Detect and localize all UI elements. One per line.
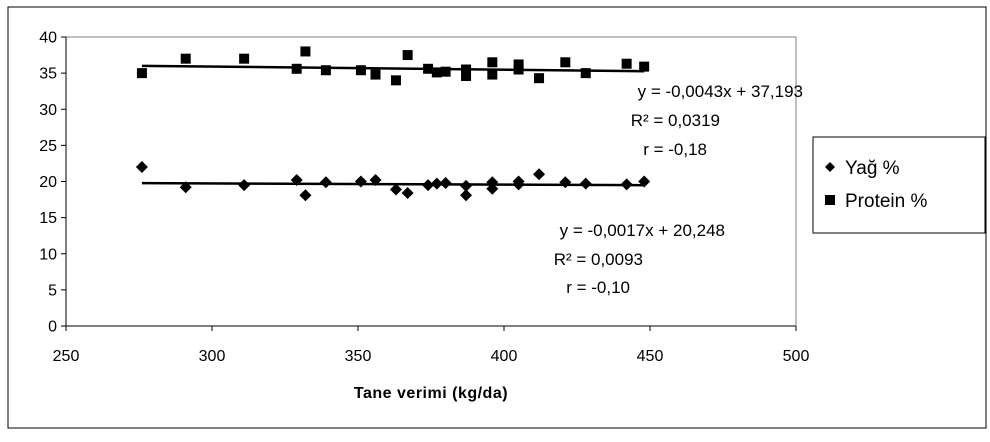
legend-diamond-marker xyxy=(825,162,835,172)
y-tick-label: 20 xyxy=(39,174,57,191)
protein-regression-annotation: y = -0,0043x + 37,193 R² = 0,0319 r = -0… xyxy=(631,82,803,159)
protein-data-point xyxy=(580,68,591,79)
yag-r: r = -0,10 xyxy=(566,278,630,297)
x-tick-label: 400 xyxy=(491,348,518,365)
x-tick-label: 300 xyxy=(199,348,226,365)
y-tick-label: 30 xyxy=(39,102,57,119)
yag-data-point xyxy=(460,189,473,202)
protein-data-point xyxy=(402,50,413,61)
protein-data-point xyxy=(513,64,524,75)
yag-data-point xyxy=(238,179,251,192)
y-tick-label: 35 xyxy=(39,66,57,83)
yag-data-point xyxy=(401,187,414,200)
yag-data-point xyxy=(430,177,443,190)
legend-label-yag: Yağ % xyxy=(845,158,900,179)
y-tick-label: 5 xyxy=(48,282,57,299)
protein-data-point xyxy=(487,69,498,80)
yag-data-point xyxy=(512,175,525,188)
protein-data-point xyxy=(320,65,331,76)
protein-trendline xyxy=(141,64,645,73)
y-tick-label: 0 xyxy=(48,319,57,336)
protein-data-point xyxy=(423,63,434,74)
x-tick-label: 350 xyxy=(345,348,372,365)
yag-data-point xyxy=(354,175,367,188)
protein-data-point xyxy=(621,58,632,69)
protein-data-point xyxy=(180,53,191,64)
yag-equation: y = -0,0017x + 20,248 xyxy=(560,221,725,240)
yag-data-point xyxy=(579,177,592,190)
legend-square-marker xyxy=(825,195,835,205)
protein-data-point xyxy=(487,57,498,68)
protein-r: r = -0,18 xyxy=(643,140,707,159)
protein-data-point xyxy=(461,71,472,82)
yag-data-point xyxy=(319,176,332,189)
protein-data-point xyxy=(431,67,442,78)
yag-data-point xyxy=(439,176,452,189)
protein-data-point xyxy=(355,65,366,76)
yag-data-point xyxy=(486,176,499,189)
protein-equation: y = -0,0043x + 37,193 xyxy=(638,82,803,101)
yag-data-point xyxy=(533,168,546,181)
y-tick-label: 10 xyxy=(39,246,57,263)
protein-data-point xyxy=(440,66,451,77)
yag-data-point xyxy=(290,174,303,187)
yag-data-point xyxy=(299,189,312,202)
y-tick-label: 40 xyxy=(39,30,57,47)
protein-data-point xyxy=(461,64,472,75)
yag-data-point xyxy=(620,178,633,191)
yag-data-point xyxy=(422,179,435,192)
yag-data-point xyxy=(638,175,651,188)
protein-data-point xyxy=(534,73,545,84)
protein-data-point xyxy=(390,75,401,86)
legend-label-protein: Protein % xyxy=(845,191,927,212)
yag-regression-annotation: y = -0,0017x + 20,248 R² = 0,0093 r = -0… xyxy=(554,221,725,297)
protein-data-point xyxy=(291,63,302,74)
legend: Yağ % Protein % xyxy=(812,136,986,234)
x-tick-label: 450 xyxy=(637,348,664,365)
x-tick-label: 250 xyxy=(53,348,80,365)
yag-r2: R² = 0,0093 xyxy=(554,250,643,269)
x-axis-title: Tane verimi (kg/da) xyxy=(354,385,508,402)
data-points xyxy=(135,46,651,202)
yag-data-point xyxy=(369,174,382,187)
yag-data-point xyxy=(559,176,572,189)
plot-area xyxy=(65,36,797,327)
protein-data-point xyxy=(136,68,147,79)
yag-data-point xyxy=(179,181,192,194)
yag-trendline xyxy=(141,181,645,187)
y-tick-label: 25 xyxy=(39,138,57,155)
protein-data-point xyxy=(300,46,311,57)
yag-data-point xyxy=(389,183,402,196)
protein-r2: R² = 0,0319 xyxy=(631,111,720,130)
yag-data-point xyxy=(135,161,148,174)
yag-data-point xyxy=(486,182,499,195)
yag-data-point xyxy=(460,179,473,192)
protein-data-point xyxy=(370,69,381,80)
protein-data-point xyxy=(239,53,250,64)
protein-data-point xyxy=(513,59,524,70)
protein-data-point xyxy=(639,61,650,72)
trendlines xyxy=(141,64,645,187)
protein-data-point xyxy=(560,57,571,68)
axes: 0 5 10 15 20 25 30 35 40 250 300 350 400 450 500 xyxy=(39,30,809,366)
x-tick-label: 500 xyxy=(783,348,810,365)
y-tick-label: 15 xyxy=(39,210,57,227)
legend-box xyxy=(812,136,986,234)
